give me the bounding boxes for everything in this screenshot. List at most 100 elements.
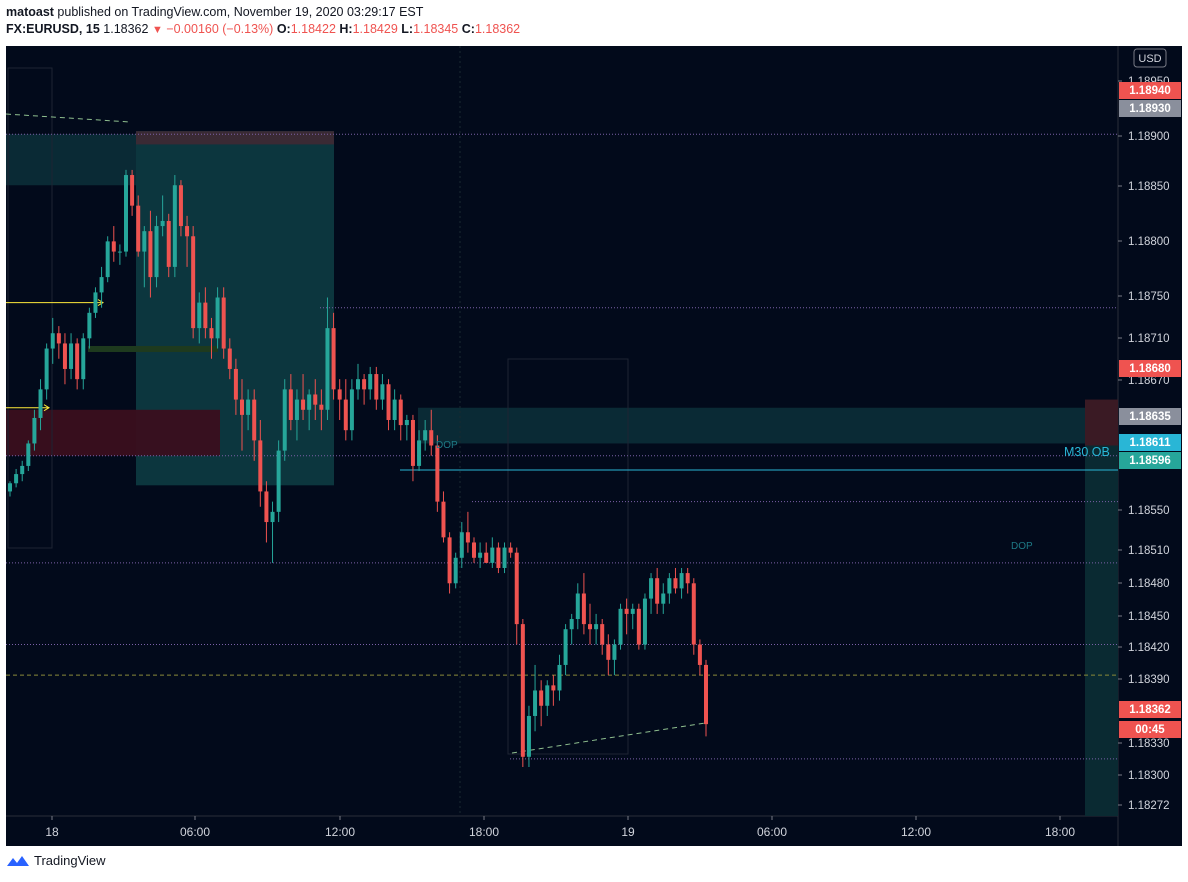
footer: TradingView [6, 853, 106, 868]
price-label-box [1119, 701, 1181, 718]
symbol: FX:EURUSD, 15 [6, 22, 100, 36]
price-label-box [1119, 100, 1181, 117]
candle [215, 287, 220, 349]
candle-body [520, 624, 525, 757]
publish-info: matoast published on TradingView.com, No… [6, 5, 423, 19]
candle-body [288, 389, 293, 420]
candle [26, 440, 31, 472]
candle [642, 593, 647, 650]
candle [453, 552, 458, 589]
candle [227, 338, 232, 380]
candle-body [642, 598, 647, 645]
candle [233, 358, 238, 415]
candle [8, 481, 12, 497]
candle-body [581, 593, 586, 625]
candle-body [557, 664, 562, 691]
candle [288, 374, 293, 431]
candle [404, 414, 409, 441]
price-label: 00:45 [1135, 724, 1165, 736]
candle [472, 537, 476, 563]
candle [117, 244, 122, 265]
price-label: 1.18680 [1129, 363, 1171, 375]
symbol-info: FX:EURUSD, 15 1.18362 ▼ −0.00160 (−0.13%… [6, 22, 520, 36]
candle [62, 333, 67, 385]
candle [410, 414, 415, 482]
candle [636, 603, 641, 650]
candle-body [380, 384, 385, 400]
candle-body [203, 302, 208, 329]
candle [691, 578, 696, 655]
candle [130, 169, 135, 216]
y-ticks: 1.189501.189001.188501.188001.187501.187… [1118, 76, 1170, 812]
candle-body [600, 624, 605, 645]
candle [545, 680, 550, 716]
low-label: L: [401, 22, 414, 36]
candle-body [142, 231, 147, 252]
y-tick-label: 1.18710 [1128, 333, 1170, 345]
x-tick-label: 06:00 [180, 825, 210, 839]
currency-label: USD [1138, 53, 1161, 65]
candle [111, 226, 116, 262]
candle [313, 379, 318, 420]
time-axis-background [6, 816, 1182, 846]
candle-body [252, 399, 257, 441]
candle [661, 583, 666, 614]
y-tick-label: 1.18330 [1128, 738, 1170, 750]
candle-body [526, 715, 531, 757]
last-price: 1.18362 [103, 22, 149, 36]
price-axis-background [1118, 46, 1182, 816]
candle [624, 598, 629, 635]
price-label-box [1119, 452, 1181, 469]
candle-body [93, 292, 98, 313]
dop-label-1: DOP [436, 440, 458, 451]
candle [276, 440, 281, 523]
candle-body [636, 608, 641, 645]
price-chart[interactable]: 1.189501.189001.188501.188001.187501.187… [0, 44, 1188, 846]
candle-body [215, 297, 220, 339]
candle [50, 317, 55, 364]
high-label: H: [339, 22, 353, 36]
candle [704, 659, 708, 737]
candle-body [264, 491, 269, 523]
candle [32, 409, 37, 451]
candle [14, 468, 19, 488]
candle [87, 307, 92, 349]
candle [606, 634, 611, 676]
candle-body [38, 389, 43, 418]
candle [581, 573, 586, 635]
candle [246, 389, 251, 431]
candle-body [105, 241, 110, 278]
low-value: 1.18345 [413, 22, 459, 36]
candle-body [111, 241, 116, 252]
candle [557, 654, 562, 701]
candle-body [307, 394, 312, 410]
price-label: 1.18930 [1129, 103, 1171, 115]
candle-body [32, 417, 37, 444]
candle-body [209, 328, 214, 339]
y-tick-label: 1.18750 [1128, 291, 1170, 303]
candle [465, 511, 470, 553]
price-label: 1.18362 [1129, 704, 1171, 716]
candle-body [691, 583, 696, 645]
candle-body [258, 440, 263, 492]
candle-body [178, 185, 183, 227]
candle [20, 460, 25, 482]
candle-body [484, 552, 489, 563]
candle [191, 226, 196, 339]
candle [423, 419, 428, 451]
candle [301, 374, 306, 420]
candle-body [673, 578, 678, 589]
candle [349, 379, 354, 441]
candle [307, 389, 312, 431]
candle-body [563, 629, 568, 665]
currency-button[interactable]: USD [1133, 48, 1167, 68]
y-tick-label: 1.18550 [1128, 505, 1170, 517]
candle-body [704, 664, 708, 725]
candle [673, 567, 678, 594]
price-label: 1.18596 [1129, 455, 1171, 467]
price-label: 1.18611 [1130, 437, 1172, 449]
candle [172, 175, 177, 278]
published-text: published on TradingView.com, November 1… [57, 5, 424, 19]
candle [56, 326, 61, 359]
candle-body [410, 419, 415, 466]
